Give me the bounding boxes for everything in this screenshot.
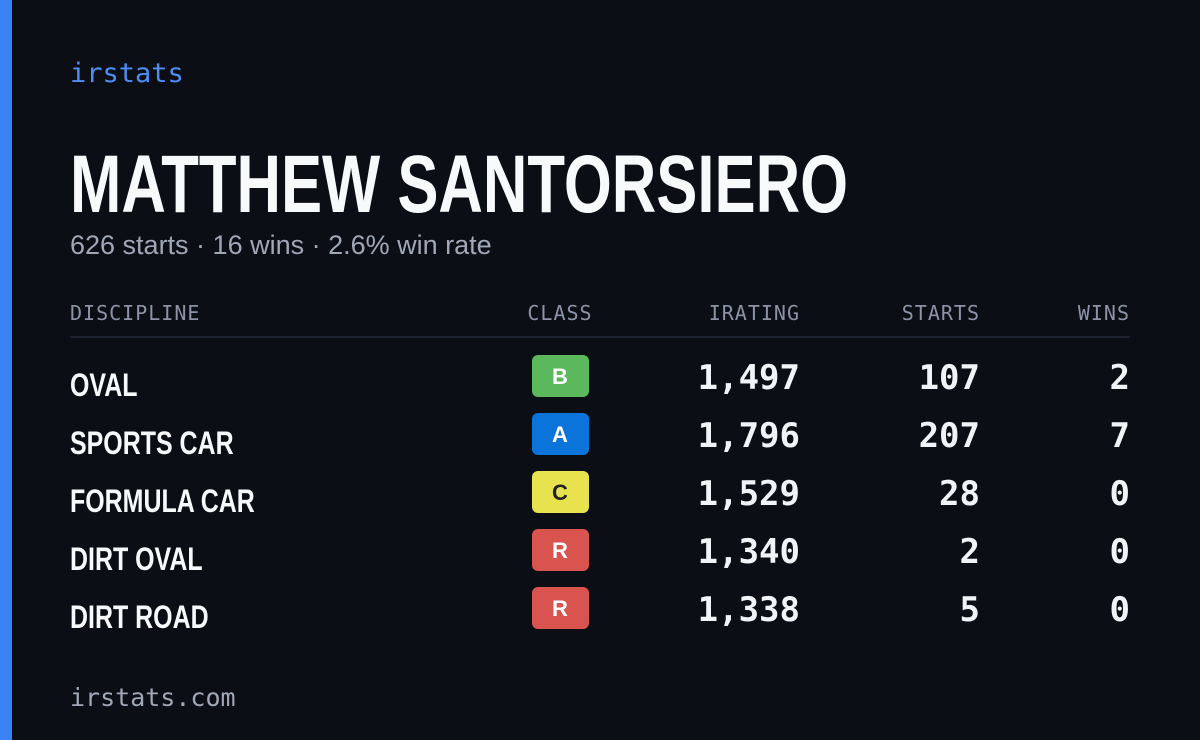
irating: 1,796 bbox=[698, 416, 800, 456]
accent-strip bbox=[0, 0, 12, 740]
wins: 0 bbox=[1110, 532, 1130, 572]
discipline-cell: FORMULA CAR bbox=[70, 484, 255, 520]
class-badge bbox=[532, 413, 589, 455]
column-header: DISCIPLINE bbox=[70, 301, 200, 325]
starts: 2 bbox=[960, 532, 980, 572]
driver-name: MATTHEW SANTORSIERO bbox=[70, 139, 848, 230]
class-label: R bbox=[552, 538, 568, 563]
brand: irstats bbox=[70, 58, 184, 89]
wins: 0 bbox=[1110, 474, 1130, 514]
class-badge bbox=[532, 355, 589, 397]
discipline: OVAL bbox=[70, 368, 137, 404]
class-label: A bbox=[552, 422, 568, 447]
class-badge bbox=[532, 529, 589, 571]
wins: 7 bbox=[1110, 416, 1130, 456]
wins: 0 bbox=[1110, 590, 1130, 630]
irating: 1,497 bbox=[698, 358, 800, 398]
column-header: IRATING bbox=[709, 301, 800, 325]
discipline-cell: DIRT ROAD bbox=[70, 600, 209, 636]
footer: irstats.com bbox=[70, 683, 236, 712]
discipline: DIRT OVAL bbox=[70, 542, 203, 578]
irating: 1,529 bbox=[698, 474, 800, 514]
column-header: WINS bbox=[1078, 301, 1130, 325]
discipline-cell: DIRT OVAL bbox=[70, 542, 203, 578]
starts: 107 bbox=[919, 358, 980, 398]
irating: 1,340 bbox=[698, 532, 800, 572]
column-header: STARTS bbox=[902, 301, 980, 325]
class-label: R bbox=[552, 596, 568, 621]
starts: 207 bbox=[919, 416, 980, 456]
discipline: SPORTS CAR bbox=[70, 426, 234, 462]
irating: 1,338 bbox=[698, 590, 800, 630]
starts: 28 bbox=[939, 474, 980, 514]
starts: 5 bbox=[960, 590, 980, 630]
wins: 2 bbox=[1110, 358, 1130, 398]
discipline: FORMULA CAR bbox=[70, 484, 255, 520]
class-label: C bbox=[552, 480, 568, 505]
discipline: DIRT ROAD bbox=[70, 600, 209, 636]
driver-summary: 626 starts · 16 wins · 2.6% win rate bbox=[70, 230, 492, 260]
class-badge bbox=[532, 471, 589, 513]
discipline-cell: OVAL bbox=[70, 368, 137, 404]
class-label: B bbox=[552, 364, 568, 389]
column-header: CLASS bbox=[527, 301, 592, 325]
discipline-cell: SPORTS CAR bbox=[70, 426, 234, 462]
class-badge bbox=[532, 587, 589, 629]
